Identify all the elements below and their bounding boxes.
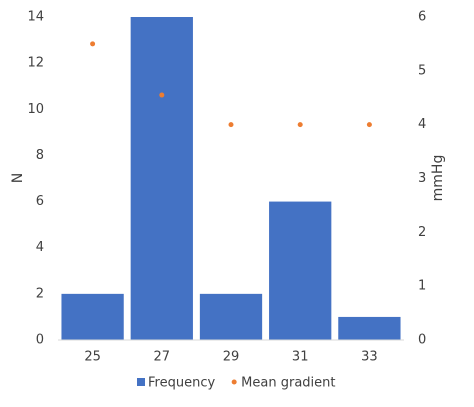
y-tick-label: 0	[36, 333, 44, 348]
y-tick-label: 10	[27, 102, 44, 117]
x-tick-label: 25	[84, 350, 101, 365]
y2-tick-label: 6	[418, 10, 426, 25]
x-tick-label: 31	[292, 350, 309, 365]
bar	[130, 17, 193, 340]
legend-swatch	[231, 379, 237, 385]
bar	[61, 293, 124, 340]
y-tick-label: 2	[36, 286, 44, 301]
legend-swatch	[137, 378, 145, 386]
x-tick-label: 27	[154, 350, 171, 365]
y-tick-label: 6	[36, 194, 44, 209]
y2-tick-label: 2	[418, 225, 426, 240]
y-tick-label: 14	[27, 10, 44, 25]
point	[90, 41, 96, 47]
y2-tick-label: 0	[418, 333, 426, 348]
y2-axis-title: mmHg	[430, 155, 446, 202]
bar	[199, 293, 263, 340]
point	[159, 92, 165, 98]
point	[228, 122, 234, 128]
point	[297, 122, 303, 128]
y-tick-label: 8	[36, 148, 44, 163]
y-axis-title: N	[10, 173, 26, 183]
legend-label: Mean gradient	[241, 376, 335, 391]
point	[366, 122, 372, 128]
y2-tick-label: 3	[418, 171, 426, 186]
y-tick-label: 4	[36, 240, 44, 255]
y2-tick-label: 1	[418, 279, 426, 294]
x-tick-label: 33	[361, 350, 378, 365]
y2-tick-label: 5	[418, 63, 426, 78]
y-tick-label: 12	[27, 56, 44, 71]
bar	[269, 201, 332, 340]
x-tick-label: 29	[223, 350, 240, 365]
y2-tick-label: 4	[418, 117, 426, 132]
legend-label: Frequency	[148, 376, 215, 391]
bar	[338, 316, 401, 340]
